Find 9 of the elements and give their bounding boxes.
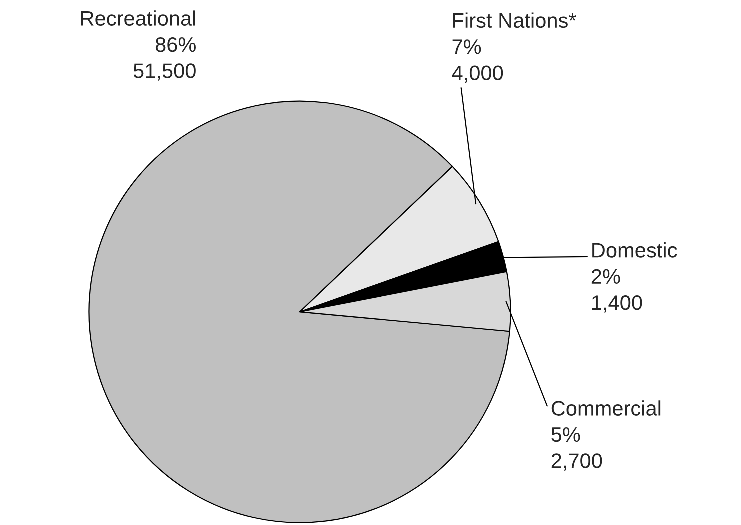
slice-label: First Nations* bbox=[453, 12, 576, 28]
slice-label: Commercial bbox=[552, 400, 661, 416]
slice-label: Domestic bbox=[592, 242, 678, 258]
pie-slice bbox=[88, 100, 510, 524]
data-label: 2% 1,400 bbox=[592, 269, 642, 313]
data-label: 7% 4,000 bbox=[452, 40, 504, 83]
data-label: 5% 2,700 bbox=[552, 427, 602, 471]
data-label: 86% 51,500 bbox=[134, 37, 196, 81]
slice-label: Recreational bbox=[81, 10, 196, 26]
